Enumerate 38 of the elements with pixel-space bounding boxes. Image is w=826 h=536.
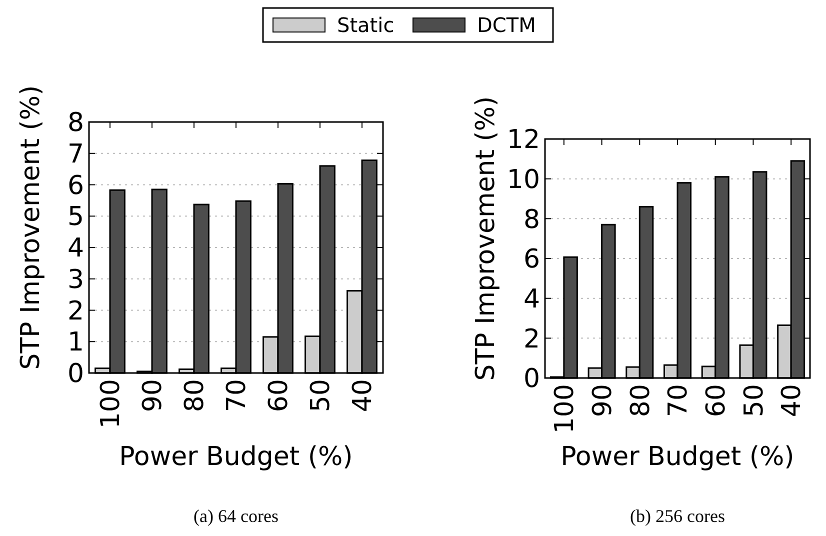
- x-tick-label: 60: [701, 384, 732, 418]
- y-axis-title: STP Improvement (%): [471, 96, 502, 381]
- x-tick-label: 100: [550, 384, 580, 434]
- text: (a) 64 cores: [194, 506, 278, 526]
- y-tick-label: 4: [523, 284, 540, 314]
- y-tick-label: 0: [523, 364, 540, 394]
- x-tick-label: 50: [739, 384, 770, 418]
- y-tick-label: 4: [67, 234, 84, 264]
- y-tick-label: 3: [67, 264, 84, 295]
- y-tick-label: 6: [67, 170, 84, 201]
- x-tick-label: 40: [777, 384, 808, 418]
- y-tick-label: 8: [67, 108, 84, 138]
- x-tick-label: 90: [138, 379, 168, 412]
- y-tick-label: 0: [67, 359, 84, 390]
- y-tick-label: 10: [506, 164, 540, 195]
- y-tick-label: 7: [67, 139, 84, 170]
- y-tick-label: 2: [523, 324, 540, 354]
- x-tick-label: 70: [222, 379, 252, 412]
- x-tick-label: 100: [96, 379, 126, 429]
- y-tick-label: 6: [523, 244, 540, 275]
- x-axis-title: Power Budget (%): [560, 442, 794, 472]
- x-tick-label: 50: [306, 379, 336, 412]
- y-axis-title: STP Improvement (%): [16, 85, 46, 370]
- y-tick-label: 1: [67, 328, 84, 358]
- y-tick-label: 8: [523, 204, 540, 235]
- x-tick-label: 80: [180, 379, 210, 412]
- y-tick-label: 5: [67, 202, 84, 232]
- legend-label: Static: [337, 13, 394, 37]
- x-tick-label: 60: [264, 379, 294, 412]
- text: (b) 256 cores: [630, 506, 725, 526]
- x-tick-label: 70: [664, 384, 694, 418]
- y-tick-label: 2: [67, 296, 84, 326]
- y-tick-label: 12: [506, 125, 540, 156]
- x-axis-title: Power Budget (%): [119, 442, 353, 472]
- x-tick-label: 40: [348, 379, 378, 412]
- legend-label: DCTM: [477, 13, 536, 37]
- x-tick-label: 80: [626, 384, 656, 418]
- x-tick-label: 90: [588, 384, 618, 418]
